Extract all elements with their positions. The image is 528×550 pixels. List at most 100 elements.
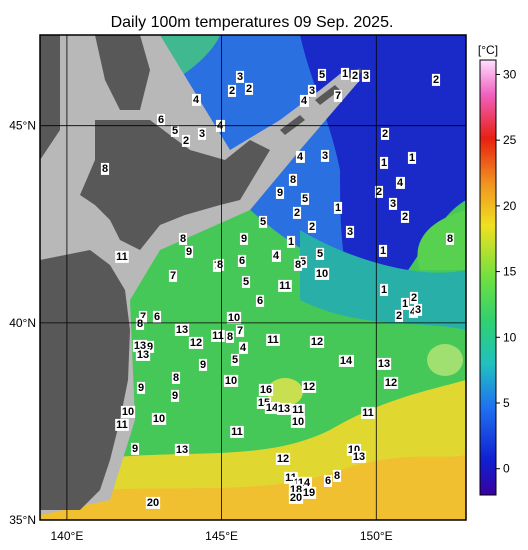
contour-label: 3 bbox=[363, 70, 369, 82]
contour-label: 5 bbox=[317, 248, 323, 260]
contour-label: 9 bbox=[200, 359, 206, 371]
title: Daily 100m temperatures 09 Sep. 2025. bbox=[111, 14, 394, 31]
contour-label: 2 bbox=[352, 70, 358, 82]
contour-label: 10 bbox=[122, 406, 134, 418]
contour-label: 1 bbox=[409, 152, 415, 164]
contour-label-box bbox=[170, 124, 180, 137]
contour-label: 8 bbox=[295, 259, 301, 271]
contour-label-box bbox=[314, 267, 330, 280]
contour-label-box bbox=[299, 94, 309, 107]
contour-label-box bbox=[374, 185, 384, 198]
contour-label: 2 bbox=[294, 207, 300, 219]
contour-label-box bbox=[388, 197, 398, 210]
contour-label: 12 bbox=[277, 453, 289, 465]
contour-label-box bbox=[361, 406, 375, 419]
contour-label-box bbox=[244, 82, 254, 95]
contour-label: 6 bbox=[325, 475, 331, 487]
contour-label-box bbox=[255, 294, 265, 307]
colorbar bbox=[479, 59, 497, 496]
contour-label-box bbox=[340, 67, 350, 80]
contour-label-box bbox=[239, 232, 249, 245]
contour-label-box bbox=[351, 450, 367, 463]
contour-label: 11 bbox=[292, 404, 304, 416]
contour-label-box bbox=[394, 309, 404, 322]
contour-label: 8 bbox=[227, 331, 233, 343]
contour-label-box bbox=[258, 215, 268, 228]
contour-label-box bbox=[225, 330, 235, 343]
contour-label-box bbox=[191, 93, 201, 106]
contour-label: 7 bbox=[170, 270, 176, 282]
contour-label: 9 bbox=[138, 382, 144, 394]
contour-label-box bbox=[379, 156, 389, 169]
contour-label-box bbox=[409, 291, 419, 304]
contour-label-box bbox=[135, 317, 145, 330]
contour-label-box bbox=[120, 405, 136, 418]
contour-label: 9 bbox=[241, 233, 247, 245]
contour-label: 7 bbox=[237, 325, 243, 337]
contour-label: 4 bbox=[397, 177, 404, 189]
contour-label-box bbox=[301, 486, 317, 499]
contour-label-box bbox=[168, 269, 178, 282]
contour-label-box bbox=[156, 113, 166, 126]
contour-label-box bbox=[323, 474, 333, 487]
contour-label: 4 bbox=[301, 95, 308, 107]
contour-label: 11 bbox=[285, 472, 297, 484]
contour-label-box bbox=[291, 403, 305, 416]
contour-label: 9 bbox=[132, 443, 138, 455]
contour-label: 2 bbox=[411, 292, 417, 304]
contour-label-box bbox=[130, 442, 140, 455]
contour-label-box bbox=[266, 333, 280, 346]
contour-label-box bbox=[235, 324, 245, 337]
contour-label-box bbox=[350, 69, 360, 82]
contour-label-box bbox=[379, 283, 389, 296]
contour-label-box bbox=[288, 173, 298, 186]
contour-label-box bbox=[445, 232, 455, 245]
contour-label-box bbox=[276, 402, 292, 415]
contour-label-box bbox=[278, 279, 292, 292]
contour-label: 13 bbox=[278, 403, 290, 415]
contour-label-box bbox=[100, 162, 110, 175]
contour-label-box bbox=[174, 323, 190, 336]
contour-label: 11 bbox=[267, 334, 279, 346]
contour-label-box bbox=[333, 201, 343, 214]
contour-label-box bbox=[275, 186, 285, 199]
contour-label-box bbox=[230, 353, 240, 366]
contour-label-box bbox=[115, 418, 129, 431]
contour-label-box bbox=[258, 383, 274, 396]
contour-label: 2 bbox=[382, 128, 388, 140]
contour-label: 11 bbox=[116, 251, 128, 263]
contour-label-box bbox=[171, 371, 181, 384]
contour-label-box bbox=[338, 354, 354, 367]
contour-label: 3 bbox=[390, 198, 396, 210]
colorbar-label: [°C] bbox=[478, 43, 498, 57]
colorbar-tick-label: 0 bbox=[503, 462, 510, 476]
contour-label: 3 bbox=[199, 128, 205, 140]
contour-label: 4 bbox=[297, 151, 304, 163]
contour-label-box bbox=[383, 376, 399, 389]
contour-label: 11 bbox=[116, 419, 128, 431]
contour-label-box bbox=[333, 89, 343, 102]
contour-label-box bbox=[298, 255, 308, 268]
contour-label: 13 bbox=[176, 444, 188, 456]
contour-label-box bbox=[407, 151, 417, 164]
contour-label-box bbox=[345, 225, 355, 238]
contour-label: 2 bbox=[433, 74, 439, 86]
contour-label-box bbox=[138, 310, 148, 323]
contour-label: 1 bbox=[381, 284, 387, 296]
contour-label: 13 bbox=[353, 451, 365, 463]
contour-label: 5 bbox=[243, 276, 249, 288]
x-tick-label: 145°E bbox=[205, 529, 238, 543]
contour-label: 10 bbox=[292, 416, 304, 428]
contour-label: 16 bbox=[260, 384, 272, 396]
contour-label-box bbox=[145, 340, 155, 353]
contour-label: 1 bbox=[380, 245, 386, 257]
contour-label: 8 bbox=[217, 259, 223, 271]
contour-label: 10 bbox=[228, 312, 240, 324]
contour-label: 4 bbox=[193, 94, 200, 106]
contour-label-box bbox=[136, 381, 146, 394]
contour-label: 3 bbox=[237, 71, 243, 83]
contour-label: 11 bbox=[212, 330, 224, 342]
contour-label-box bbox=[241, 275, 251, 288]
contour-label-box bbox=[408, 305, 418, 318]
x-tick-label: 140°E bbox=[51, 529, 84, 543]
